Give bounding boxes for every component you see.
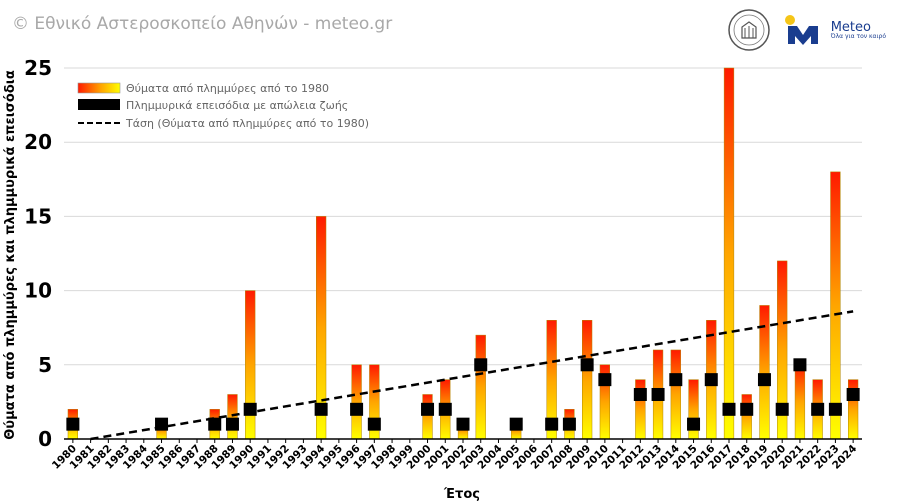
marker — [687, 417, 701, 431]
marker — [225, 417, 239, 431]
bar — [670, 349, 681, 440]
legend: Θύματα από πλημμύρες από το 1980 Πλημμυρ… — [77, 82, 369, 130]
markers — [66, 358, 860, 431]
marker — [208, 417, 222, 431]
marker — [350, 402, 364, 416]
marker — [669, 373, 683, 387]
bar — [351, 364, 362, 440]
marker — [155, 417, 169, 431]
marker — [651, 387, 665, 401]
marker — [757, 373, 771, 387]
y-axis-title: Θύματα από πλημμύρες και πλημμυρικά επει… — [3, 70, 18, 440]
y-tick-label: 5 — [38, 353, 52, 377]
legend-swatch-victims — [77, 82, 121, 94]
legend-swatch-episodes — [78, 99, 120, 110]
marker — [704, 373, 718, 387]
bar — [227, 394, 238, 440]
axes — [64, 438, 862, 443]
bar — [794, 364, 806, 440]
marker — [438, 402, 452, 416]
x-axis-title: Έτος — [443, 487, 480, 502]
bar — [422, 394, 433, 440]
marker — [740, 402, 754, 416]
marker — [421, 402, 435, 416]
observatory-seal-icon — [727, 9, 770, 51]
marker — [811, 402, 825, 416]
legend-label-trend: Τάση (Θύματα από πλημμύρες από το 1980) — [125, 117, 369, 130]
marker — [828, 402, 842, 416]
legend-label-victims: Θύματα από πλημμύρες από το 1980 — [126, 82, 329, 95]
trend-line — [90, 310, 854, 441]
trendline — [90, 310, 854, 441]
bar — [741, 394, 752, 440]
marker — [580, 358, 594, 372]
marker — [545, 417, 559, 431]
marker — [598, 373, 612, 387]
marker — [775, 402, 789, 416]
meteo-logo: Meteo Όλα για τον καιρό — [783, 12, 886, 48]
y-tick-label: 0 — [38, 427, 52, 451]
bar — [475, 334, 486, 440]
watermark-text: © Εθνικό Αστεροσκοπείο Αθηνών - meteo.gr — [12, 14, 393, 34]
y-tick-labels: 0 5 10 15 20 25 — [24, 56, 52, 451]
y-tick-label: 25 — [24, 56, 52, 80]
marker — [66, 417, 80, 431]
legend-label-episodes: Πλημμυρικά επεισόδια με απώλεια ζωής — [126, 99, 348, 112]
bar — [830, 171, 841, 440]
y-tick-label: 15 — [24, 204, 52, 228]
marker — [243, 402, 257, 416]
y-tick-label: 10 — [24, 279, 52, 303]
bar — [723, 67, 735, 440]
logo-group: Meteo Όλα για τον καιρό — [727, 8, 886, 52]
marker — [793, 358, 807, 372]
meteo-m-icon — [784, 15, 818, 45]
marker — [314, 402, 328, 416]
marker — [367, 417, 381, 431]
bar — [582, 320, 593, 440]
marker — [456, 417, 470, 431]
logo-name: Meteo — [830, 19, 871, 35]
marker — [509, 417, 523, 431]
marker — [633, 387, 647, 401]
x-tick-labels: 1980198119821983198419851986198719881989… — [50, 443, 859, 472]
marker — [474, 358, 488, 372]
marker — [846, 387, 860, 401]
bar — [245, 290, 256, 440]
y-tick-label: 20 — [24, 130, 52, 154]
marker — [722, 402, 736, 416]
logo-tagline: Όλα για τον καιρό — [830, 32, 886, 40]
marker — [562, 417, 576, 431]
